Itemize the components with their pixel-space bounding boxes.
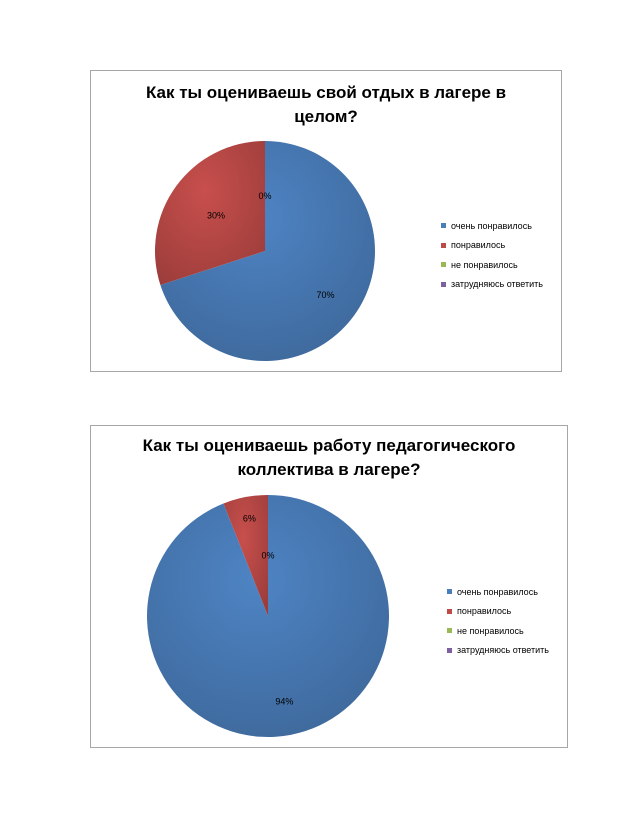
legend-item: затрудняюсь ответить <box>447 641 549 661</box>
legend-label: очень понравилось <box>451 220 532 231</box>
legend-label: затрудняюсь ответить <box>451 279 543 290</box>
data-label: 94% <box>275 697 293 707</box>
legend-label: понравилось <box>457 606 512 617</box>
chart-staff-rating: Как ты оцениваешь работу педагогического… <box>90 425 568 748</box>
legend-label: очень понравилось <box>457 586 538 597</box>
chart-rest-rating: Как ты оцениваешь свой отдых в лагере в … <box>90 70 562 372</box>
data-label: 30% <box>207 210 225 220</box>
legend-swatch <box>447 589 452 595</box>
legend-label: понравилось <box>451 240 506 251</box>
pie-slice <box>155 141 265 285</box>
legend-swatch <box>447 628 452 634</box>
chart-title: Как ты оцениваешь работу педагогического… <box>142 436 516 479</box>
data-label: 6% <box>243 514 256 524</box>
legend-swatch <box>447 647 452 653</box>
legend-item: очень понравилось <box>447 582 549 602</box>
legend-label: затрудняюсь ответить <box>457 645 549 656</box>
pie-chart: 94% 6% 0% <box>147 495 389 737</box>
legend-item: очень понравилось <box>441 216 543 236</box>
pie-slice <box>160 141 375 361</box>
legend-swatch <box>441 262 446 268</box>
legend-swatch <box>447 608 452 614</box>
data-label: 0% <box>261 551 274 561</box>
legend-swatch <box>441 242 446 248</box>
legend-item: затрудняюсь ответить <box>441 275 543 295</box>
legend-item: не понравилось <box>447 621 549 641</box>
data-label: 0% <box>258 191 271 201</box>
legend-swatch <box>441 281 446 287</box>
legend-label: не понравилось <box>457 625 524 636</box>
legend-item: не понравилось <box>441 255 543 275</box>
legend-label: не понравилось <box>451 259 518 270</box>
legend-swatch <box>441 223 446 229</box>
pie-chart: 70% 30% 0% <box>155 141 375 361</box>
data-label: 70% <box>317 290 335 300</box>
chart-legend: очень понравилось понравилось не понрави… <box>441 216 543 294</box>
chart-title: Как ты оцениваешь свой отдых в лагере в … <box>145 83 507 126</box>
legend-item: понравилось <box>447 602 549 622</box>
legend-item: понравилось <box>441 236 543 256</box>
pie-slice <box>223 495 268 616</box>
chart-legend: очень понравилось понравилось не понрави… <box>447 582 549 660</box>
